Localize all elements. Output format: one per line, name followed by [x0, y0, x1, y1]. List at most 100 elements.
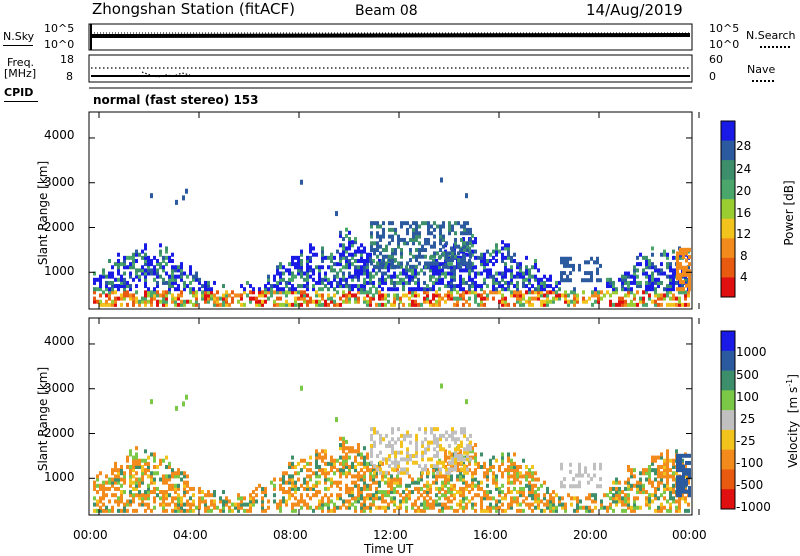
power-cell-1846 — [679, 276, 682, 281]
velocity-cell-112 — [132, 461, 135, 466]
power-cell-1812 — [572, 267, 575, 272]
velocity-cell-1123 — [516, 471, 519, 476]
velocity-cell-1184 — [537, 477, 540, 482]
velocity-cell-1066 — [501, 508, 504, 513]
velocity-cell-1577 — [409, 433, 412, 438]
power-cell-1715 — [436, 251, 439, 256]
velocity-cell-97 — [129, 474, 132, 479]
power-cell-1156 — [504, 268, 507, 273]
velocity-cell-1039 — [489, 461, 492, 466]
nsearch-legend-dots — [760, 46, 790, 48]
velocity-cell-1382 — [657, 468, 660, 473]
power-cell-1173 — [510, 290, 513, 295]
velocity-cell-554 — [336, 483, 339, 488]
velocity-cell-559 — [339, 496, 342, 501]
power-cell-344 — [228, 293, 231, 298]
power-cell-519 — [312, 252, 315, 257]
power-cell-1192 — [516, 290, 519, 295]
velocity-cell-1710 — [569, 469, 572, 474]
velocity-cell-1316 — [633, 496, 636, 501]
velocity-cell-373 — [264, 493, 267, 498]
velocity-cell-1410 — [666, 483, 669, 488]
velocity-cell-1750 — [679, 482, 682, 487]
velocity-cell-1328 — [639, 486, 642, 491]
power-cell-193 — [159, 265, 162, 270]
velocity-cell-1679 — [460, 430, 463, 435]
power-cell-556 — [324, 255, 327, 260]
power-cell-529 — [318, 299, 321, 304]
velocity-cell-1617 — [433, 440, 436, 445]
velocity-cell-0 — [93, 508, 96, 513]
velocity-cell-1508 — [373, 430, 376, 435]
velocity-cell-1356 — [651, 499, 654, 504]
velocity-cell-1486 — [684, 474, 687, 479]
power-cell-420 — [282, 290, 285, 295]
power-cell-277 — [189, 290, 192, 295]
power-cell-1739 — [448, 231, 451, 236]
velocity-cell-1517 — [379, 440, 382, 445]
power-cbar-swatch-5 — [721, 218, 735, 239]
power-cell-920 — [441, 296, 444, 301]
velocity-cell-478 — [315, 505, 318, 510]
power-cell-1814 — [578, 267, 581, 272]
velocity-cell-135 — [138, 464, 141, 469]
power-cell-1253 — [537, 287, 540, 292]
velocity-cell-1477 — [681, 461, 684, 466]
velocity-cell-1204 — [552, 508, 555, 513]
velocity-cell-486 — [315, 461, 318, 466]
velocity-cell-1681 — [463, 470, 466, 475]
power-cell-332 — [219, 296, 222, 301]
velocity-cell-614 — [351, 486, 354, 491]
velocity-cell-1456 — [675, 449, 678, 454]
velocity-cell-590 — [345, 471, 348, 476]
velocity-cell-901 — [450, 490, 453, 495]
power-cell-137 — [144, 293, 147, 298]
velocity-cell-1183 — [537, 486, 540, 491]
velocity-cell-510 — [321, 449, 324, 454]
power-cell-693 — [360, 252, 363, 257]
power-cell-1151 — [504, 296, 507, 301]
velocity-cell-619 — [351, 449, 354, 454]
velocity-cell-1658 — [454, 467, 457, 472]
velocity-cell-1502 — [370, 433, 373, 438]
velocity-cell-1191 — [543, 493, 546, 498]
velocity-cell-416 — [291, 505, 294, 510]
power-cell-667 — [354, 258, 357, 263]
power-cell-1837 — [676, 272, 679, 277]
power-cell-770 — [384, 293, 387, 298]
power-cell-1613 — [391, 261, 394, 266]
power-cell-1489 — [666, 255, 669, 260]
velocity-cell-868 — [441, 502, 444, 507]
power-cell-951 — [450, 287, 453, 292]
velocity-cell-862 — [438, 486, 441, 491]
velocity-cell-1061 — [498, 493, 501, 498]
velocity-cell-1740 — [676, 478, 679, 483]
velocity-cell-535 — [330, 483, 333, 488]
velocity-cell-1041 — [492, 505, 495, 510]
power-cell-1402 — [636, 268, 639, 273]
power-cell-1836 — [676, 276, 679, 281]
velocity-cell-1146 — [525, 474, 528, 479]
velocity-cell-1697 — [466, 437, 469, 442]
power-cell-94 — [129, 287, 132, 292]
velocity-cell-1388 — [660, 493, 663, 498]
power-cbar-swatch-4 — [721, 199, 735, 220]
power-cell-1175 — [510, 277, 513, 282]
velocity-cell-367 — [261, 502, 264, 507]
velocity-cell-794 — [411, 502, 414, 507]
power-cell-370 — [258, 302, 261, 307]
power-cell-1664 — [415, 264, 418, 269]
power-cell-1312 — [573, 290, 576, 295]
velocity-cell-1320 — [636, 505, 639, 510]
power-cell-1820 — [587, 278, 590, 283]
nave-tick-bottom: 0 — [709, 70, 716, 83]
velocity-cell-1305 — [630, 508, 633, 513]
power-cell-395 — [273, 299, 276, 304]
velocity-cell-1222 — [567, 493, 570, 498]
velocity-cell-357 — [252, 502, 255, 507]
power-cell-1331 — [597, 293, 600, 298]
power-cell-360 — [249, 299, 252, 304]
power-cell-545 — [321, 258, 324, 263]
velocity-cell-1347 — [648, 499, 651, 504]
power-cell-998 — [462, 302, 465, 307]
